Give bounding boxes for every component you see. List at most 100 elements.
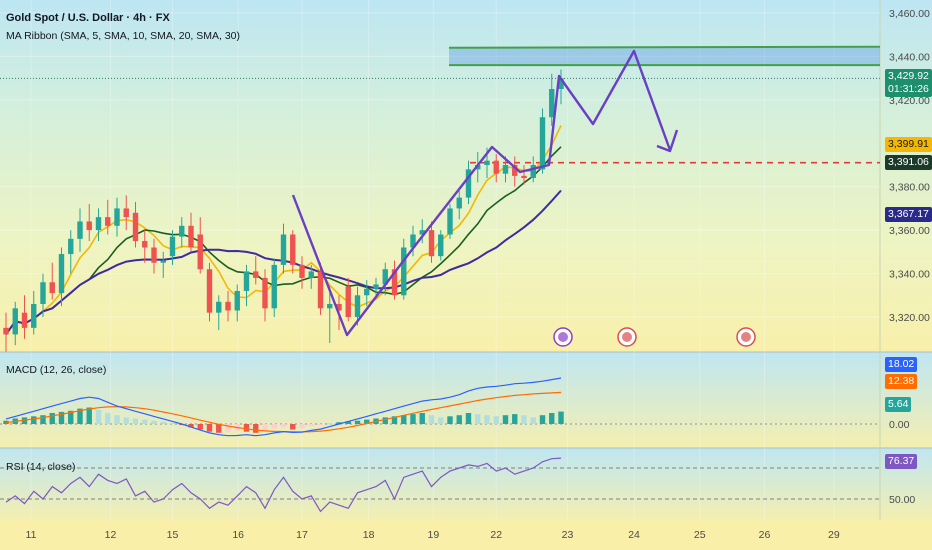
candle-body: [253, 271, 259, 278]
candle-body: [308, 271, 314, 278]
macd-legend[interactable]: MACD (12, 26, close): [6, 364, 107, 376]
macd-histogram-bar: [364, 419, 370, 424]
candle-body: [502, 165, 509, 174]
macd-histogram-bar: [308, 424, 314, 427]
macd-histogram-bar: [290, 424, 296, 430]
projection-arrowhead: [656, 129, 679, 153]
macd-histogram-bar: [299, 424, 305, 429]
economic-event-icon[interactable]: [617, 327, 637, 347]
candle-body: [290, 234, 296, 265]
time-tick-label: 18: [363, 529, 375, 541]
bar-countdown: 01:31:26: [888, 83, 929, 95]
sma10-line: [5, 146, 562, 335]
candle-body: [354, 295, 361, 317]
macd-histogram-bar: [216, 424, 222, 433]
macd-histogram-bar: [317, 424, 324, 426]
candle-body: [105, 217, 111, 226]
candle-body: [40, 282, 46, 304]
last-price-badge: 3,429.92 01:31:26: [885, 69, 932, 97]
event-icon-core: [622, 332, 632, 342]
macd-histogram-bar: [271, 424, 277, 429]
ma-ribbon-legend[interactable]: MA Ribbon (SMA, 5, SMA, 10, SMA, 20, SMA…: [6, 30, 241, 42]
macd-histogram-bar: [475, 414, 481, 424]
events-layer[interactable]: [553, 327, 756, 347]
macd-histogram-bar: [49, 413, 55, 424]
candle-body: [197, 234, 203, 270]
candle-body: [382, 269, 388, 285]
macd-histogram-bar: [188, 424, 194, 428]
price-tick-label: 3,320.00: [889, 312, 930, 324]
candle-body: [280, 234, 287, 265]
macd-histogram-bar: [336, 422, 342, 424]
candle-body: [428, 230, 435, 257]
candle-body: [169, 236, 176, 257]
macd-histogram-bar: [401, 415, 407, 424]
macd-histogram-bar: [382, 417, 388, 424]
candle-body: [188, 225, 194, 248]
candles-layer[interactable]: [3, 69, 564, 352]
macd-histogram-bar: [243, 424, 250, 432]
macd-histogram-bar: [484, 415, 490, 424]
macd-pane-bg: [0, 352, 932, 448]
candle-body: [114, 208, 120, 226]
time-tick-label: 11: [26, 529, 37, 541]
rsi-legend[interactable]: RSI (14, close): [6, 461, 76, 473]
macd-histogram-bar: [142, 419, 148, 424]
projection-layer[interactable]: [291, 49, 679, 337]
sma5-price-badge: 3,399.91: [885, 137, 932, 152]
macd-line: [5, 377, 562, 437]
candle-body: [465, 169, 472, 198]
candle-body: [68, 238, 74, 255]
candle-body: [12, 308, 18, 335]
time-tick-label: 23: [562, 529, 574, 541]
last-price-value: 3,429.92: [888, 70, 929, 82]
candle-body: [438, 234, 444, 257]
candle-body: [364, 288, 370, 296]
candle-body: [271, 264, 277, 309]
candle-body: [317, 271, 324, 309]
resistance-zone-layer[interactable]: [448, 45, 881, 164]
macd-histogram-bar: [197, 424, 203, 430]
time-tick-label: 15: [167, 529, 179, 541]
macd-histogram-bar: [114, 415, 120, 424]
macd-histogram-bar: [327, 423, 333, 425]
macd-histogram-bar: [549, 413, 555, 424]
candle-body: [86, 221, 92, 231]
macd-histogram-bar: [558, 411, 564, 424]
macd-histogram-bar: [465, 413, 472, 424]
macd-histogram-bar: [354, 420, 361, 424]
price-tick-label: 3,420.00: [889, 95, 930, 107]
macd-histogram-bar: [253, 424, 259, 433]
sma20-price-badge: 3,367.17: [885, 207, 932, 222]
macd-histogram-bar: [438, 417, 444, 424]
macd-histogram-bar: [530, 417, 536, 424]
economic-event-icon[interactable]: [736, 327, 756, 347]
candle-body: [419, 230, 425, 235]
price-tick-label: 3,460.00: [889, 8, 930, 20]
candle-body: [3, 327, 9, 335]
resistance-zone: [449, 47, 880, 66]
macd-histogram-bar: [493, 416, 499, 424]
resistance-top-line: [448, 45, 881, 49]
sma10-price-badge: 3,391.06: [885, 155, 932, 170]
macd-histogram-bar: [502, 415, 509, 424]
histogram-badge: 5.64: [885, 397, 912, 412]
macd-line-badge: 18.02: [885, 357, 918, 372]
candle-body: [373, 284, 379, 289]
time-tick-label: 24: [628, 529, 640, 541]
earnings-event-icon[interactable]: [553, 327, 573, 347]
candle-body: [549, 89, 555, 118]
macd-histogram-bar: [225, 424, 231, 432]
time-tick-label: 29: [828, 529, 840, 541]
candle-body: [336, 303, 342, 311]
macd-histogram-bar: [539, 415, 546, 424]
candle-body: [77, 221, 83, 239]
time-tick-label: 16: [232, 529, 244, 541]
candle-body: [95, 217, 102, 231]
macd-layer: 0.00: [0, 377, 910, 437]
macd-histogram-bar: [447, 416, 453, 424]
candle-body: [530, 165, 536, 179]
time-tick-label: 12: [105, 529, 117, 541]
macd-zero-tick: 0.00: [889, 419, 910, 431]
